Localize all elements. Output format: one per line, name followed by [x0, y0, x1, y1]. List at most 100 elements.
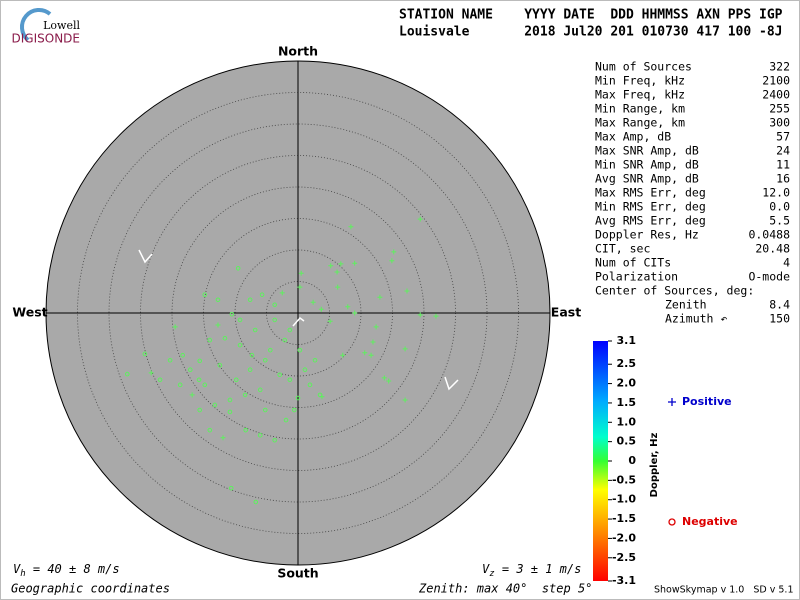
stat-label: CIT, sec — [595, 242, 650, 256]
stat-value: 322 — [769, 60, 790, 74]
stat-value: 11 — [776, 158, 790, 172]
center-label: Zenith — [665, 298, 707, 312]
source-negative — [295, 395, 301, 401]
source-negative — [252, 327, 258, 333]
stat-label: Avg RMS Err, deg — [595, 214, 706, 228]
stat-label: Avg SNR Amp, dB — [595, 172, 699, 186]
source-negative — [257, 432, 263, 438]
source-positive — [368, 352, 374, 358]
source-negative — [222, 335, 228, 341]
source-negative — [312, 357, 318, 363]
stat-label: Min Freq, kHz — [595, 74, 685, 88]
stat-label: Doppler Res, Hz — [595, 228, 699, 242]
source-positive — [404, 288, 410, 294]
source-positive — [402, 346, 408, 352]
source-negative — [317, 392, 323, 398]
source-positive — [433, 313, 439, 319]
zenith-note: Zenith: max 40° step 5° — [418, 582, 592, 596]
source-positive — [328, 263, 334, 269]
source-negative — [257, 387, 263, 393]
source-positive — [389, 258, 395, 264]
stat-value: 57 — [776, 130, 790, 144]
colorbar-tick-label: 0.5 — [617, 435, 637, 448]
logo-top: Lowell — [43, 19, 80, 32]
legend-label: Negative — [682, 515, 738, 528]
center-label: Azimuth ↶ — [665, 312, 727, 326]
compass-east: East — [551, 305, 581, 320]
logo-bottom: DIGISONDE — [12, 32, 80, 46]
source-positive — [381, 375, 387, 381]
stat-value: 2100 — [762, 74, 790, 88]
source-negative — [235, 265, 241, 271]
stat-label: Min SNR Amp, dB — [595, 158, 699, 172]
source-positive — [373, 324, 379, 330]
colorbar-label: Doppler, Hz — [649, 433, 660, 498]
source-positive — [402, 397, 408, 403]
source-negative — [262, 407, 268, 413]
stat-label: Polarization — [595, 270, 678, 284]
source-positive — [334, 269, 340, 275]
source-negative — [272, 317, 277, 323]
stat-label: Max Amp, dB — [595, 130, 671, 144]
source-negative — [243, 427, 249, 433]
v-marker — [138, 249, 153, 264]
source-negative — [202, 382, 208, 388]
legend-label: Positive — [682, 395, 732, 408]
stat-label: Num of CITs — [595, 256, 671, 270]
source-positive — [189, 392, 195, 398]
stat-value: 255 — [769, 102, 790, 116]
source-negative — [124, 371, 130, 377]
source-positive — [172, 324, 178, 330]
colorbar-tick-label: 1.5 — [617, 396, 637, 409]
center-arrow — [292, 316, 305, 327]
source-negative — [202, 292, 208, 298]
source-negative — [180, 352, 186, 358]
stat-label: Max Freq, kHz — [595, 88, 685, 102]
source-negative — [187, 367, 193, 373]
stat-label: Min RMS Err, deg — [595, 200, 706, 214]
source-positive — [417, 312, 423, 318]
colorbar-tick-label: 2.5 — [617, 357, 637, 370]
source-negative — [287, 377, 293, 383]
source-positive — [362, 350, 368, 356]
colorbar-tick-label: -2.0 — [612, 531, 636, 544]
stat-value: 24 — [776, 144, 790, 158]
colorbar-tick-label: 0 — [628, 454, 636, 467]
stat-value: 20.48 — [755, 242, 790, 256]
stat-value: 0.0 — [769, 200, 790, 214]
source-negative — [267, 347, 273, 353]
source-negative — [283, 417, 289, 423]
source-positive — [391, 249, 397, 255]
source-positive — [279, 290, 285, 296]
source-positive — [370, 339, 376, 345]
source-negative — [247, 297, 253, 303]
compass-west: West — [12, 305, 47, 320]
stat-value: 0.0488 — [748, 228, 790, 242]
source-negative — [259, 292, 265, 298]
compass-north: North — [278, 44, 318, 59]
stat-label: Num of Sources — [595, 60, 692, 74]
colorbar — [593, 341, 608, 581]
stat-label: Max RMS Err, deg — [595, 186, 706, 200]
source-negative — [247, 367, 253, 373]
vz: Vz = 3 ± 1 m/s — [482, 562, 581, 579]
header-labels: STATION NAME YYYY DATE DDD HHMMSS AXN PP… — [399, 8, 783, 23]
source-negative — [237, 317, 243, 323]
source-positive — [297, 284, 303, 290]
stat-value: O-mode — [748, 270, 790, 284]
vh: Vh = 40 ± 8 m/s — [13, 562, 120, 579]
source-positive — [417, 216, 423, 222]
source-negative — [177, 382, 183, 388]
legend-marker — [668, 398, 676, 406]
v-marker — [444, 376, 459, 391]
source-positive — [352, 310, 358, 316]
colorbar-tick-label: -3.1 — [612, 574, 636, 587]
stat-value: 4 — [783, 256, 790, 270]
source-negative — [228, 485, 234, 491]
source-negative — [227, 397, 233, 403]
source-positive — [215, 322, 221, 328]
source-positive — [148, 370, 154, 376]
source-negative — [196, 377, 202, 383]
center-value: 150 — [769, 312, 790, 326]
